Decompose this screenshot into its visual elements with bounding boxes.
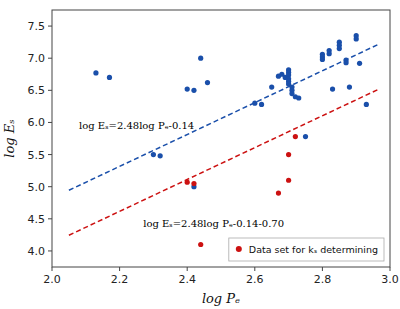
- y-axis-label: log Eₛ: [2, 119, 17, 157]
- x-tick: [187, 267, 188, 271]
- legend-frame: [229, 238, 384, 261]
- legend-label: Data set for kₛ determining: [249, 244, 378, 255]
- scatter-point: [198, 56, 203, 61]
- x-tick-label: 2.4: [178, 273, 196, 286]
- y-tick: [48, 250, 52, 251]
- x-axis-label: log Pₑ: [202, 291, 240, 306]
- y-tick-label: 7.0: [28, 52, 46, 65]
- y-tick-label: 5.0: [28, 181, 46, 194]
- y-tick-label: 4.0: [28, 245, 46, 258]
- scatter-point: [357, 61, 362, 66]
- x-tick-label: 3.0: [381, 273, 399, 286]
- equation-annotation: log Eₛ=2.48log Pₑ-0.14-0.70: [143, 218, 284, 229]
- scatter-point: [191, 181, 196, 186]
- scatter-point: [107, 75, 112, 80]
- x-tick: [390, 267, 391, 271]
- chart: 2.0 2.2 2.4 2.6 2.8 3.0 4.0 4.5 5.0 5.5 6.0 6.5 7.0 7…: [0, 0, 400, 309]
- scatter-point: [252, 101, 257, 106]
- equation-annotation: log Eₛ=2.48log Pₑ-0.14: [79, 120, 194, 131]
- y-tick: [48, 58, 52, 59]
- scatter-point: [286, 178, 291, 183]
- scatter-point: [293, 134, 298, 139]
- scatter-point: [296, 95, 301, 100]
- scatter-point: [185, 86, 190, 91]
- scatter-point: [303, 134, 308, 139]
- y-tick: [48, 218, 52, 219]
- x-tick: [322, 267, 323, 271]
- scatter-point: [185, 180, 190, 185]
- x-tick: [119, 267, 120, 271]
- x-tick-label: 2.8: [314, 273, 332, 286]
- x-tick: [52, 267, 53, 271]
- scatter-point: [354, 36, 359, 41]
- scatter-point: [269, 85, 274, 90]
- fit-line: [69, 89, 380, 236]
- y-tick: [48, 186, 52, 187]
- scatter-point: [259, 102, 264, 107]
- scatter-point: [347, 85, 352, 90]
- scatter-point: [286, 152, 291, 157]
- x-tick-label: 2.6: [246, 273, 264, 286]
- scatter-point: [327, 51, 332, 56]
- y-tick: [48, 90, 52, 91]
- scatter-point: [330, 86, 335, 91]
- scatter-point: [191, 88, 196, 93]
- scatter-point: [93, 70, 98, 75]
- y-tick: [48, 154, 52, 155]
- scatter-point: [158, 153, 163, 158]
- plot-area: [69, 33, 380, 247]
- y-tick: [48, 122, 52, 123]
- scatter-point: [205, 80, 210, 85]
- y-tick-label: 6.0: [28, 116, 46, 129]
- scatter-point: [320, 57, 325, 62]
- scatter-point: [198, 242, 203, 247]
- scatter-point: [151, 152, 156, 157]
- y-tick-label: 5.5: [28, 149, 46, 162]
- legend-marker: [236, 246, 242, 252]
- x-tick-label: 2.0: [43, 273, 61, 286]
- legend: Data set for kₛ determining: [229, 238, 384, 261]
- fit-line: [69, 44, 380, 191]
- scatter-point: [364, 102, 369, 107]
- y-tick-label: 6.5: [28, 84, 46, 97]
- plot-frame: [52, 10, 390, 267]
- x-tick: [254, 267, 255, 271]
- y-tick: [48, 26, 52, 27]
- scatter-point: [343, 60, 348, 65]
- scatter-point: [276, 191, 281, 196]
- x-tick-label: 2.2: [111, 273, 129, 286]
- y-tick-label: 4.5: [28, 213, 46, 226]
- scatter-point: [337, 46, 342, 51]
- y-tick-label: 7.5: [28, 20, 46, 33]
